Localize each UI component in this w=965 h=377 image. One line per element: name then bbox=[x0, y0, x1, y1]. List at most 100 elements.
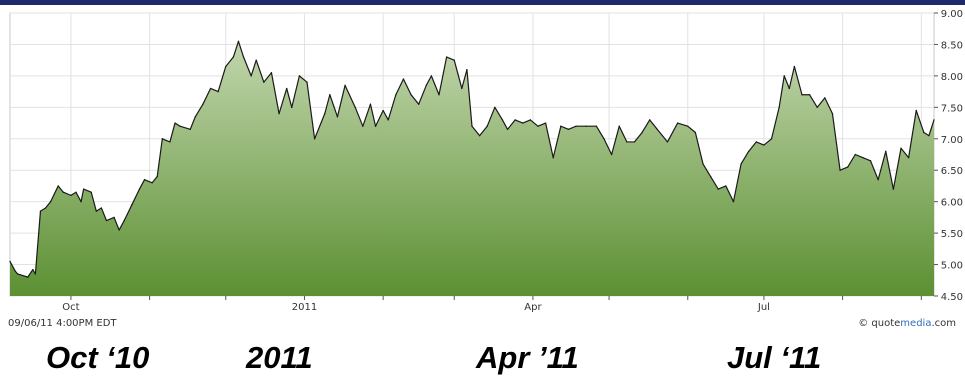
price-segment-2010-11-22 bbox=[194, 103, 204, 118]
price-segment-2011-05-05 bbox=[611, 125, 620, 156]
price-segment-2010-12-08 bbox=[237, 40, 245, 58]
price-segment-2011-02-09 bbox=[395, 78, 405, 96]
y-tick-label-5.00: 5.00 bbox=[941, 261, 963, 272]
price-segment-2011-02-01 bbox=[374, 109, 384, 127]
price-segment-2010-12-19 bbox=[263, 72, 273, 83]
price-segment-2011-03-22 bbox=[501, 119, 509, 130]
price-segment-2011-07-25 bbox=[816, 97, 826, 108]
y-tick-label-6.00: 6.00 bbox=[941, 198, 963, 209]
price-segment-2011-08-24 bbox=[892, 147, 902, 190]
price-segment-2010-12-11 bbox=[242, 56, 252, 77]
price-segment-2010-11-06 bbox=[156, 138, 163, 178]
price-segment-2010-11-13 bbox=[174, 122, 181, 127]
price-segment-2011-02-18 bbox=[418, 84, 427, 105]
x-tick-label-2011: 2011 bbox=[292, 302, 317, 313]
price-segment-2010-11-09 bbox=[161, 138, 171, 143]
price-segment-2011-09-06 bbox=[928, 119, 935, 137]
price-segment-2010-09-28 bbox=[57, 185, 64, 193]
price-segment-2011-07-16 bbox=[793, 65, 803, 96]
price-segment-2011-04-09 bbox=[545, 122, 554, 159]
price-area-fill bbox=[10, 41, 934, 296]
price-segment-2011-01-29 bbox=[369, 103, 377, 127]
price-segment-2010-12-27 bbox=[286, 87, 293, 108]
price-segment-2011-02-23 bbox=[430, 75, 440, 96]
price-segment-2011-02-12 bbox=[402, 78, 412, 96]
price-segment-2011-07-22 bbox=[809, 94, 818, 108]
price-segment-2011-07-07 bbox=[770, 106, 780, 140]
price-segment-2011-01-11 bbox=[324, 94, 331, 115]
price-segment-2011-06-19 bbox=[725, 185, 735, 203]
price-segment-2010-12-16 bbox=[255, 59, 265, 83]
price-segment-2011-01-02 bbox=[298, 75, 308, 83]
price-segment-2011-03-01 bbox=[446, 56, 455, 61]
x-tick-label-oct: Oct bbox=[62, 302, 79, 313]
price-segment-2011-04-15 bbox=[560, 125, 570, 130]
price-segment-2011-05-17 bbox=[641, 119, 651, 134]
price-segment-2011-07-09 bbox=[778, 75, 785, 108]
price-segment-2011-03-20 bbox=[494, 106, 504, 121]
price-segment-2010-09-23 bbox=[44, 201, 52, 209]
price-segment-2010-10-28 bbox=[131, 188, 141, 206]
price-segment-2010-09-26 bbox=[50, 185, 59, 203]
y-tick-label-8.00: 8.00 bbox=[941, 72, 963, 83]
price-segment-2010-12-04 bbox=[225, 56, 234, 68]
y-tick-label-7.50: 7.50 bbox=[941, 103, 963, 114]
price-segment-2011-08-03 bbox=[839, 166, 849, 171]
price-segment-2011-01-21 bbox=[344, 84, 356, 108]
price-segment-2011-02-06 bbox=[387, 94, 397, 121]
price-segment-2011-06-04 bbox=[687, 125, 696, 134]
price-segment-2011-06-28 bbox=[748, 141, 757, 152]
price-segment-2011-04-29 bbox=[595, 125, 605, 140]
price-segment-2011-07-28 bbox=[824, 97, 834, 115]
price-segment-2010-10-22 bbox=[118, 219, 125, 231]
price-segment-2011-04-18 bbox=[567, 125, 577, 130]
price-segment-2011-08-12 bbox=[862, 157, 872, 162]
price-segment-2011-03-08 bbox=[466, 68, 473, 127]
price-line-segments bbox=[9, 40, 935, 278]
price-segment-2010-09-19 bbox=[34, 210, 42, 275]
price-segment-2011-06-22 bbox=[732, 163, 742, 203]
price-segment-2010-12-22 bbox=[270, 72, 280, 115]
quotemedia-brand[interactable]: © quotemedia.com bbox=[858, 318, 956, 329]
y-axis-ticks: 9.00 8.50 8.00 7.50 7.00 6.50 6.00 5.50 5.00 4.50 bbox=[934, 9, 963, 303]
timestamp: 09/06/11 4:00PM EDT bbox=[8, 318, 117, 329]
brand-suffix: .com bbox=[931, 318, 956, 329]
price-segment-2010-09-21 bbox=[39, 207, 47, 212]
price-segment-2010-10-13 bbox=[95, 207, 102, 212]
brand-prefix: © quote bbox=[858, 318, 901, 329]
price-segment-2010-12-25 bbox=[278, 87, 288, 115]
price-segment-2011-07-01 bbox=[755, 141, 765, 146]
price-segment-2010-11-11 bbox=[169, 122, 176, 143]
price-segment-2010-10-06 bbox=[80, 188, 85, 203]
price-segment-2011-03-11 bbox=[471, 125, 481, 137]
price-segment-2010-11-04 bbox=[151, 175, 158, 184]
price-segment-2011-03-17 bbox=[486, 106, 496, 127]
price-segment-2010-09-09 bbox=[9, 260, 16, 272]
price-chart: 9.00 8.50 8.00 7.50 7.00 6.50 6.00 5.50 5.00 4.50… bbox=[0, 0, 965, 313]
chart-header-bar bbox=[0, 0, 965, 5]
price-segment-2011-08-18 bbox=[877, 150, 887, 181]
price-segment-2011-02-03 bbox=[382, 109, 389, 121]
price-segment-2011-04-12 bbox=[552, 125, 562, 159]
price-segment-2011-07-04 bbox=[763, 138, 773, 146]
price-segment-2010-11-17 bbox=[179, 125, 191, 130]
price-segment-2011-09-02 bbox=[915, 109, 925, 134]
y-tick-label-5.50: 5.50 bbox=[941, 229, 963, 240]
price-segment-2010-09-10 bbox=[14, 270, 19, 275]
y-tick-label-7.00: 7.00 bbox=[941, 135, 963, 146]
price-segment-2011-03-04 bbox=[453, 59, 463, 90]
price-segment-2010-10-25 bbox=[123, 204, 133, 222]
price-segment-2010-10-30 bbox=[138, 179, 146, 190]
y-tick-label-9.00: 9.00 bbox=[941, 9, 963, 20]
price-segment-2011-03-25 bbox=[506, 119, 516, 130]
price-segment-2011-06-01 bbox=[677, 122, 689, 127]
x-axis-ticks: Oct 2011 Apr Jul bbox=[62, 296, 922, 313]
y-tick-label-4.50: 4.50 bbox=[941, 292, 963, 303]
price-segment-2010-11-19 bbox=[189, 116, 196, 130]
price-segment-2011-08-21 bbox=[885, 150, 894, 190]
price-segment-2011-04-03 bbox=[529, 119, 539, 127]
price-segment-2011-07-11 bbox=[783, 75, 790, 90]
price-segment-2011-06-25 bbox=[740, 150, 750, 165]
price-segment-2010-12-01 bbox=[217, 65, 227, 93]
price-segment-2011-05-28 bbox=[666, 122, 679, 143]
